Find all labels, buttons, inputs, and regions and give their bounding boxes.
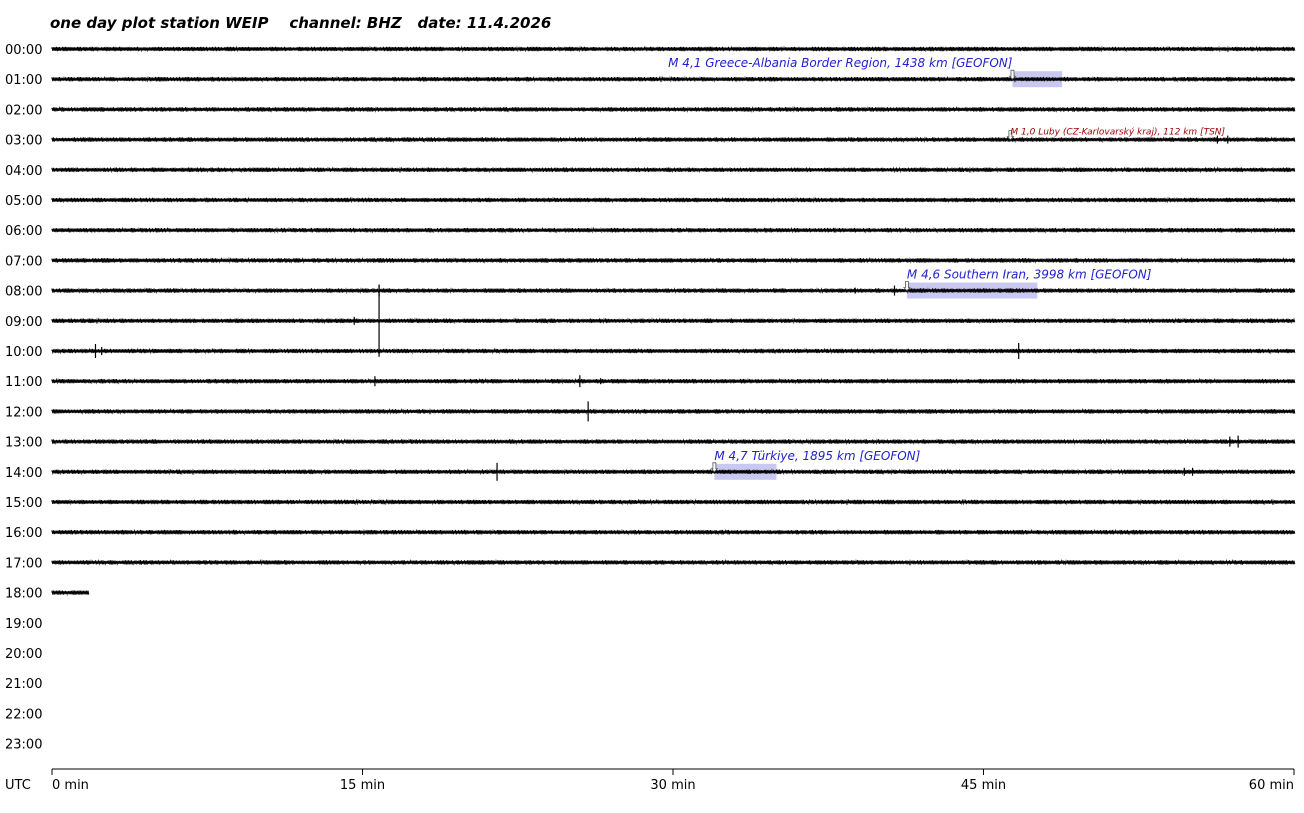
trace-0000	[51, 45, 1296, 53]
hour-label: 14:00	[5, 466, 42, 481]
hour-label: 10:00	[5, 345, 42, 360]
trace-0300	[51, 136, 1296, 143]
trace-0900	[51, 317, 1296, 325]
trace-0100	[51, 75, 1296, 83]
hour-label: 15:00	[5, 496, 42, 511]
hour-label: 22:00	[5, 707, 42, 722]
trace-0200	[51, 106, 1296, 113]
hour-label: 07:00	[5, 254, 42, 269]
event-arrow-icon	[710, 462, 719, 473]
hour-label: 20:00	[5, 647, 42, 662]
event-label: M 4,7 Türkiye, 1895 km [GEOFON]	[714, 449, 920, 463]
hour-label: 01:00	[5, 73, 42, 88]
hour-label: 03:00	[5, 134, 42, 149]
hour-label: 17:00	[5, 556, 42, 571]
x-axis: UTC 0 min 15 min 30 min 45 min 60 min	[5, 768, 1295, 793]
event-arrow-icon	[902, 281, 911, 292]
chart-title: one day plot station WEIP channel: BHZ d…	[50, 14, 551, 32]
trace-1700	[51, 559, 1296, 566]
trace-1100	[51, 377, 1296, 385]
event-markers: M 4,1 Greece-Albania Border Region, 1438…	[668, 56, 1226, 473]
hour-label: 09:00	[5, 315, 42, 330]
trace-1300	[51, 438, 1296, 445]
trace-1800	[51, 590, 90, 596]
hour-label: 02:00	[5, 103, 42, 118]
x-tick-label: 45 min	[961, 778, 1006, 793]
hour-label: 11:00	[5, 375, 42, 390]
trace-1600	[51, 528, 1296, 536]
seismogram-traces	[51, 45, 1296, 596]
trace-0600	[51, 226, 1296, 234]
hour-label: 04:00	[5, 164, 42, 179]
x-tick-label: 60 min	[1249, 778, 1294, 793]
trace-1500	[51, 498, 1296, 506]
hour-label: 05:00	[5, 194, 42, 209]
seismic-spikes	[94, 135, 1239, 481]
trace-0800	[51, 287, 1296, 294]
trace-1000	[51, 347, 1296, 355]
event-arrow-icon	[1006, 130, 1015, 141]
x-tick-label: 30 min	[650, 778, 695, 793]
hour-labels: 00:00 01:00 02:00 03:00 04:00 05:00 06:00 07:00…	[5, 43, 42, 753]
x-tick-label: 0 min	[52, 778, 89, 793]
x-tick-label: 15 min	[340, 778, 385, 793]
trace-0500	[51, 196, 1296, 204]
hour-label: 21:00	[5, 677, 42, 692]
hour-label: 00:00	[5, 43, 42, 58]
event-label: M 1,0 Luby (CZ-Karlovarský kraj), 112 km…	[1010, 128, 1225, 138]
trace-1200	[51, 408, 1296, 415]
hour-label: 23:00	[5, 738, 42, 753]
utc-label: UTC	[5, 778, 31, 793]
hour-label: 19:00	[5, 617, 42, 632]
trace-1400	[51, 468, 1296, 476]
trace-0400	[51, 166, 1296, 174]
hour-label: 08:00	[5, 285, 42, 300]
hour-label: 16:00	[5, 526, 42, 541]
hour-label: 12:00	[5, 405, 42, 420]
event-arrow-icon	[1008, 69, 1017, 80]
hour-label: 13:00	[5, 436, 42, 451]
event-label: M 4,6 Southern Iran, 3998 km [GEOFON]	[907, 268, 1152, 282]
trace-0700	[51, 257, 1296, 264]
hour-label: 18:00	[5, 587, 42, 602]
hour-label: 06:00	[5, 224, 42, 239]
event-label: M 4,1 Greece-Albania Border Region, 1438…	[668, 56, 1013, 70]
